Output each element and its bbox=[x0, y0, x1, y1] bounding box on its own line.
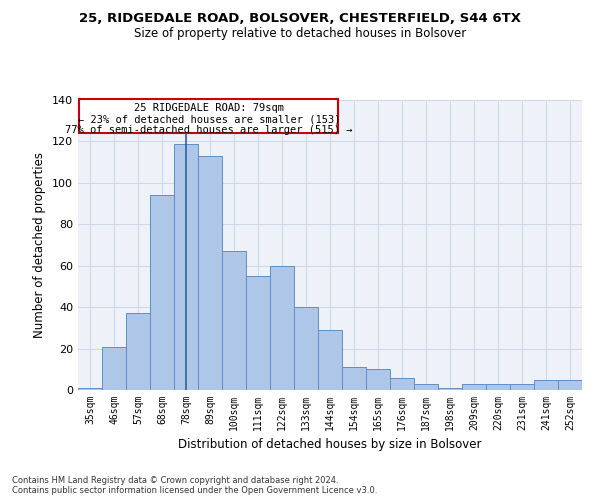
Bar bbox=[198, 156, 222, 390]
Bar bbox=[222, 251, 246, 390]
Bar bbox=[294, 307, 318, 390]
Bar bbox=[270, 266, 294, 390]
Text: Contains HM Land Registry data © Crown copyright and database right 2024.: Contains HM Land Registry data © Crown c… bbox=[12, 476, 338, 485]
Bar bbox=[78, 388, 102, 390]
Bar bbox=[510, 384, 534, 390]
Text: 25, RIDGEDALE ROAD, BOLSOVER, CHESTERFIELD, S44 6TX: 25, RIDGEDALE ROAD, BOLSOVER, CHESTERFIE… bbox=[79, 12, 521, 26]
FancyBboxPatch shape bbox=[79, 99, 338, 133]
Bar bbox=[414, 384, 438, 390]
Y-axis label: Number of detached properties: Number of detached properties bbox=[34, 152, 46, 338]
Bar bbox=[174, 144, 198, 390]
Text: Size of property relative to detached houses in Bolsover: Size of property relative to detached ho… bbox=[134, 28, 466, 40]
Text: 25 RIDGEDALE ROAD: 79sqm: 25 RIDGEDALE ROAD: 79sqm bbox=[134, 103, 284, 113]
Text: Contains public sector information licensed under the Open Government Licence v3: Contains public sector information licen… bbox=[12, 486, 377, 495]
X-axis label: Distribution of detached houses by size in Bolsover: Distribution of detached houses by size … bbox=[178, 438, 482, 452]
Bar bbox=[126, 314, 150, 390]
Bar bbox=[150, 196, 174, 390]
Bar bbox=[102, 346, 126, 390]
Bar bbox=[534, 380, 558, 390]
Bar bbox=[462, 384, 486, 390]
Bar bbox=[390, 378, 414, 390]
Bar bbox=[486, 384, 510, 390]
Text: ← 23% of detached houses are smaller (153): ← 23% of detached houses are smaller (15… bbox=[77, 114, 340, 124]
Bar bbox=[558, 380, 582, 390]
Bar bbox=[342, 367, 366, 390]
Bar bbox=[438, 388, 462, 390]
Bar bbox=[246, 276, 270, 390]
Text: 77% of semi-detached houses are larger (515) →: 77% of semi-detached houses are larger (… bbox=[65, 125, 353, 135]
Bar bbox=[366, 370, 390, 390]
Bar bbox=[318, 330, 342, 390]
